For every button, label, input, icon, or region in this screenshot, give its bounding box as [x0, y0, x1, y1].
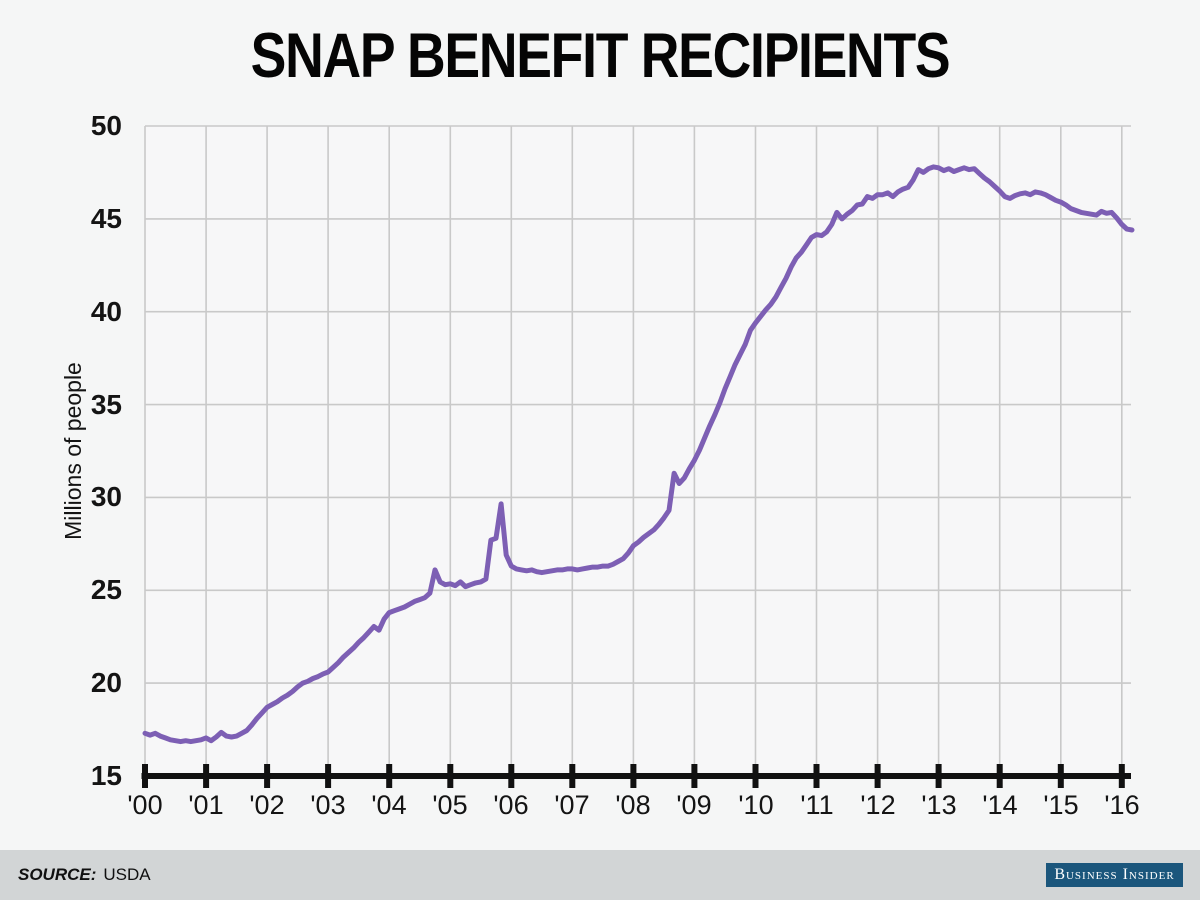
x-axis-tick [386, 764, 393, 788]
plot-area [145, 126, 1130, 776]
x-tick-label: '10 [738, 790, 774, 820]
x-axis-tick [264, 764, 271, 788]
data-line-snap-recipients [142, 164, 1135, 745]
source-text: SOURCE: USDA [18, 850, 151, 900]
x-axis-tick [996, 764, 1003, 788]
x-axis-tick [630, 764, 637, 788]
x-tick-label: '06 [493, 790, 529, 820]
y-tick-label: 40 [90, 296, 122, 327]
x-axis-tick [142, 764, 148, 788]
x-axis-tick [874, 764, 881, 788]
source-label: SOURCE: [18, 865, 97, 884]
x-tick-label: '03 [310, 790, 346, 820]
x-axis-tick [1118, 764, 1125, 788]
x-axis-tick [1057, 764, 1064, 788]
x-tick-label: '15 [1043, 790, 1079, 820]
y-tick-label: 25 [90, 574, 122, 605]
x-tick-label: '14 [982, 790, 1018, 820]
x-tick-label: '16 [1104, 790, 1140, 820]
chart-title: SNAP BENEFIT RECIPIENTS [250, 21, 951, 91]
x-axis-tick [752, 764, 759, 788]
y-tick-label: 15 [90, 760, 122, 791]
x-axis-tick [325, 764, 332, 788]
x-axis-tick [935, 764, 942, 788]
x-tick-label: '12 [860, 790, 896, 820]
x-axis-tick [813, 764, 820, 788]
x-tick-label: '04 [371, 790, 407, 820]
source-value: USDA [103, 865, 151, 884]
x-tick-label: '08 [615, 790, 651, 820]
y-tick-label: 45 [90, 203, 122, 234]
x-tick-label: '07 [554, 790, 590, 820]
y-tick-label: 30 [90, 481, 122, 512]
x-tick-label: '01 [188, 790, 224, 820]
footer: SOURCE: USDA Business Insider [0, 850, 1200, 900]
x-tick-label: '00 [127, 790, 163, 820]
x-axis-tick [691, 764, 698, 788]
x-tick-label: '02 [249, 790, 285, 820]
x-tick-label: '11 [800, 790, 834, 820]
x-axis-tick [447, 764, 454, 788]
x-axis-tick [508, 764, 515, 788]
x-tick-label: '09 [676, 790, 712, 820]
y-tick-label: 35 [90, 389, 122, 420]
x-tick-label: '05 [432, 790, 468, 820]
x-axis-tick [203, 764, 210, 788]
x-tick-label: '13 [921, 790, 957, 820]
x-axis-tick [569, 764, 576, 788]
y-tick-label: 50 [90, 110, 122, 141]
business-insider-logo: Business Insider [1046, 863, 1183, 887]
y-tick-label: 20 [90, 667, 122, 698]
